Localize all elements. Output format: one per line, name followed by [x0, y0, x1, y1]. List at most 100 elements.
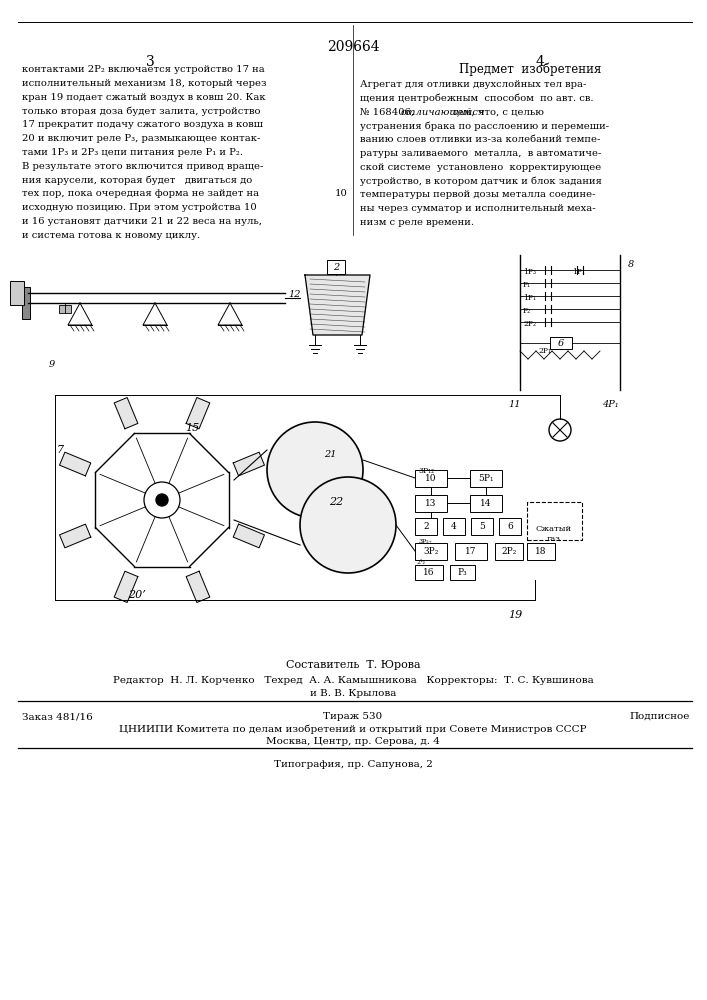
Text: 15: 15	[185, 423, 199, 433]
Circle shape	[156, 494, 168, 506]
Text: 20 и включит реле Р₃, размыкающее контак-: 20 и включит реле Р₃, размыкающее контак…	[22, 134, 260, 143]
Circle shape	[267, 422, 363, 518]
Polygon shape	[186, 398, 210, 429]
Text: 3: 3	[146, 55, 154, 69]
Polygon shape	[233, 524, 264, 548]
Text: 4: 4	[536, 55, 544, 69]
Text: 2P₂: 2P₂	[523, 320, 536, 328]
Text: 5P₁: 5P₁	[478, 474, 493, 483]
Text: Типография, пр. Сапунова, 2: Типография, пр. Сапунова, 2	[274, 760, 433, 769]
Bar	[22, 287, 30, 319]
Text: 4P₁: 4P₁	[602, 400, 619, 409]
Bar	[527, 543, 555, 560]
Text: Редактор  Н. Л. Корченко   Техред  А. А. Камышникова   Корректоры:  Т. С. Кувшин: Редактор Н. Л. Корченко Техред А. А. Кам…	[112, 676, 593, 685]
Text: тем, что, с целью: тем, что, с целью	[449, 108, 544, 117]
Text: 17: 17	[465, 547, 477, 556]
Text: устранения брака по расслоению и перемеши-: устранения брака по расслоению и перемеш…	[360, 121, 609, 131]
Text: В результате этого включится привод враще-: В результате этого включится привод вращ…	[22, 162, 264, 171]
Bar	[415, 495, 447, 512]
Polygon shape	[186, 571, 210, 602]
Text: 16: 16	[423, 568, 435, 577]
Text: 1P₃: 1P₃	[523, 268, 536, 276]
Bar	[59, 305, 71, 313]
Text: и система готова к новому циклу.: и система готова к новому циклу.	[22, 231, 200, 240]
Text: P₂: P₂	[523, 307, 531, 315]
Bar	[10, 281, 24, 305]
Text: 12: 12	[288, 290, 301, 299]
Text: устройство, в котором датчик и блок задания: устройство, в котором датчик и блок зада…	[360, 177, 602, 186]
Text: 1P₁: 1P₁	[572, 268, 585, 276]
Text: 2: 2	[423, 522, 429, 531]
Text: Москва, Центр, пр. Серова, д. 4: Москва, Центр, пр. Серова, д. 4	[266, 737, 440, 746]
Text: тами 1Р₃ и 2Р₃ цепи питания реле Р₁ и Р₂.: тами 1Р₃ и 2Р₃ цепи питания реле Р₁ и Р₂…	[22, 148, 243, 157]
Text: 4: 4	[451, 522, 457, 531]
Bar	[455, 543, 487, 560]
Text: Агрегат для отливки двухслойных тел вра-: Агрегат для отливки двухслойных тел вра-	[360, 80, 586, 89]
Text: 19: 19	[508, 610, 522, 620]
Text: 22: 22	[329, 497, 343, 507]
Bar	[443, 518, 465, 535]
Text: контактами 2Р₂ включается устройство 17 на: контактами 2Р₂ включается устройство 17 …	[22, 65, 264, 74]
Text: ванию слоев отливки из-за колебаний темпе-: ванию слоев отливки из-за колебаний темп…	[360, 135, 600, 144]
Bar	[527, 502, 582, 540]
Text: Подписное: Подписное	[630, 712, 690, 721]
Bar	[415, 518, 437, 535]
Text: Тираж 530: Тираж 530	[323, 712, 382, 721]
Bar	[415, 565, 443, 580]
Text: Предмет  изобретения: Предмет изобретения	[459, 63, 601, 77]
Text: ЦНИИПИ Комитета по делам изобретений и открытий при Совете Министров СССР: ЦНИИПИ Комитета по делам изобретений и о…	[119, 724, 587, 734]
Text: 6: 6	[507, 522, 513, 531]
Text: низм с реле времени.: низм с реле времени.	[360, 218, 474, 227]
Text: исполнительный механизм 18, который через: исполнительный механизм 18, который чере…	[22, 79, 267, 88]
Polygon shape	[115, 398, 138, 429]
Text: 10: 10	[425, 474, 437, 483]
Text: 3P₂: 3P₂	[423, 547, 438, 556]
Text: 13: 13	[426, 499, 437, 508]
Text: 3P₁₂: 3P₁₂	[418, 467, 434, 475]
Text: 7: 7	[57, 445, 64, 455]
Text: 2: 2	[333, 262, 339, 271]
Text: и 16 установят датчики 21 и 22 веса на нуль,: и 16 установят датчики 21 и 22 веса на н…	[22, 217, 262, 226]
Text: отличающийся: отличающийся	[400, 108, 485, 117]
Text: 209664: 209664	[327, 40, 380, 54]
Text: 3P₂₊: 3P₂₊	[418, 539, 432, 544]
Bar	[470, 470, 502, 487]
Circle shape	[300, 477, 396, 573]
Text: 2¹₂: 2¹₂	[417, 560, 426, 565]
Bar	[415, 543, 447, 560]
Bar	[471, 518, 493, 535]
Polygon shape	[59, 524, 90, 548]
Text: ния карусели, которая будет   двигаться до: ния карусели, которая будет двигаться до	[22, 175, 252, 185]
Text: 10: 10	[335, 189, 348, 198]
Text: 14: 14	[480, 499, 492, 508]
Text: 17 прекратит подачу сжатого воздуха в ковш: 17 прекратит подачу сжатого воздуха в ко…	[22, 120, 263, 129]
Polygon shape	[233, 452, 264, 476]
Text: Заказ 481/16: Заказ 481/16	[22, 712, 93, 721]
Text: исходную позицию. При этом устройства 10: исходную позицию. При этом устройства 10	[22, 203, 257, 212]
Text: 2P₂: 2P₂	[501, 547, 517, 556]
Text: 8: 8	[628, 260, 634, 269]
Text: и В. В. Крылова: и В. В. Крылова	[310, 689, 396, 698]
Text: 2P₁: 2P₁	[539, 347, 551, 355]
Bar	[499, 518, 521, 535]
Polygon shape	[59, 452, 90, 476]
Text: 9: 9	[49, 360, 55, 369]
Text: № 168406,: № 168406,	[360, 108, 417, 117]
Text: ской системе  установлено  корректирующее: ской системе установлено корректирующее	[360, 163, 601, 172]
Text: 20’: 20’	[128, 590, 146, 600]
Text: 1P₁: 1P₁	[523, 294, 536, 302]
Bar	[327, 260, 345, 274]
Text: щения центробежным  способом  по авт. св.: щения центробежным способом по авт. св.	[360, 94, 593, 103]
Text: Составитель  Т. Юрова: Составитель Т. Юрова	[286, 660, 421, 670]
Text: газ: газ	[547, 535, 561, 543]
Bar	[470, 495, 502, 512]
Bar	[415, 470, 447, 487]
Text: Сжатый: Сжатый	[536, 525, 572, 533]
Text: 11: 11	[509, 400, 521, 409]
Bar	[550, 337, 572, 349]
Bar	[495, 543, 523, 560]
Text: тех пор, пока очередная форма не зайдет на: тех пор, пока очередная форма не зайдет …	[22, 189, 259, 198]
Text: 21: 21	[324, 450, 337, 459]
Polygon shape	[115, 571, 138, 602]
Text: ны через сумматор и исполнительный меха-: ны через сумматор и исполнительный меха-	[360, 204, 595, 213]
